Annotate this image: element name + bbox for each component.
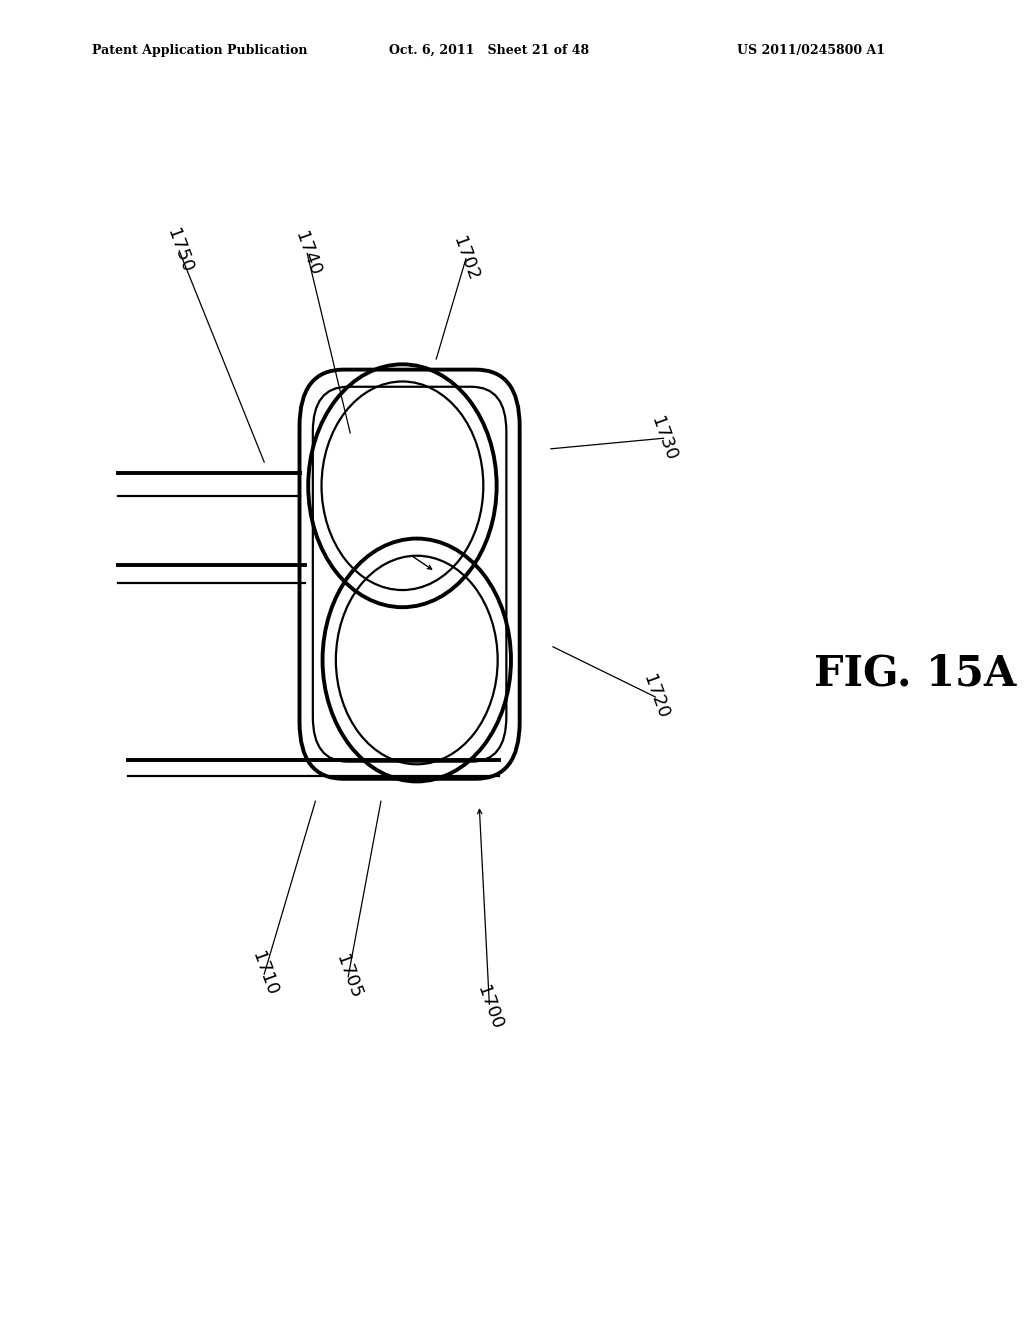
- Text: Patent Application Publication: Patent Application Publication: [92, 44, 307, 57]
- Text: 1702: 1702: [450, 234, 482, 284]
- Text: 1750: 1750: [163, 226, 196, 276]
- Text: 1705: 1705: [332, 952, 365, 1002]
- Text: 1720: 1720: [639, 672, 672, 722]
- Text: 1700: 1700: [473, 983, 506, 1031]
- Text: US 2011/0245800 A1: US 2011/0245800 A1: [737, 44, 886, 57]
- Text: 1710: 1710: [248, 949, 281, 999]
- Text: 1730: 1730: [647, 413, 680, 463]
- Text: 1740: 1740: [291, 228, 324, 279]
- Text: Oct. 6, 2011   Sheet 21 of 48: Oct. 6, 2011 Sheet 21 of 48: [389, 44, 589, 57]
- Text: FIG. 15A: FIG. 15A: [814, 652, 1017, 694]
